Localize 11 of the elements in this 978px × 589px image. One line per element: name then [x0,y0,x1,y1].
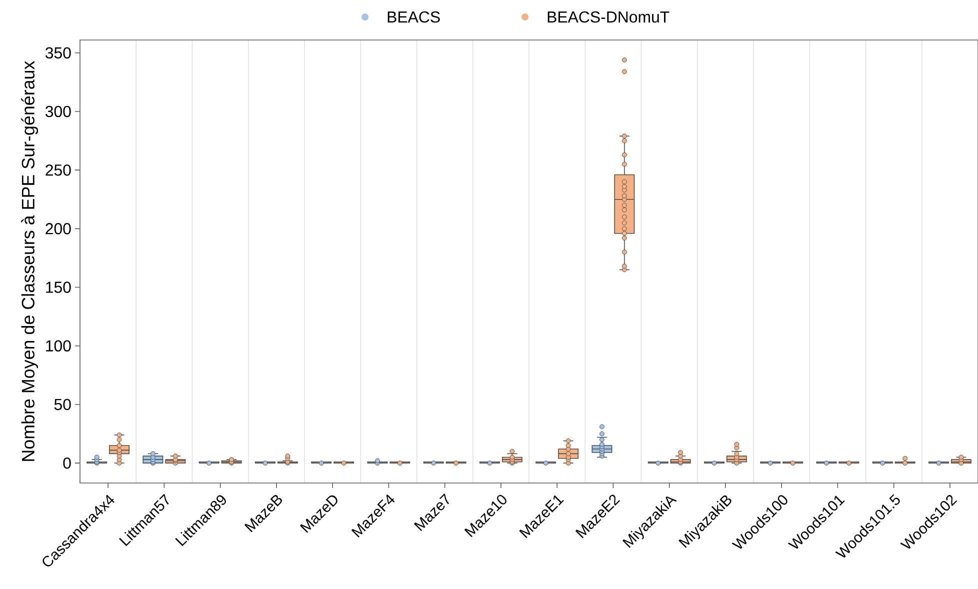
y-tick-label: 300 [45,106,71,118]
y-tick-label: 350 [45,47,71,59]
y-axis-title: Nombre Moyen de Classeurs à EPE Sur-généraux [21,60,38,461]
y-tick-label: 50 [54,398,71,410]
legend-label: BEACS-DNomuT [548,11,670,23]
y-tick-label: 250 [46,164,71,176]
y-tick-label: 200 [46,223,71,234]
y-tick-label: 150 [46,282,71,293]
y-tick-label: 100 [46,340,71,352]
legend-label: BEACS [388,11,440,23]
y-tick-label: 0 [63,457,71,469]
